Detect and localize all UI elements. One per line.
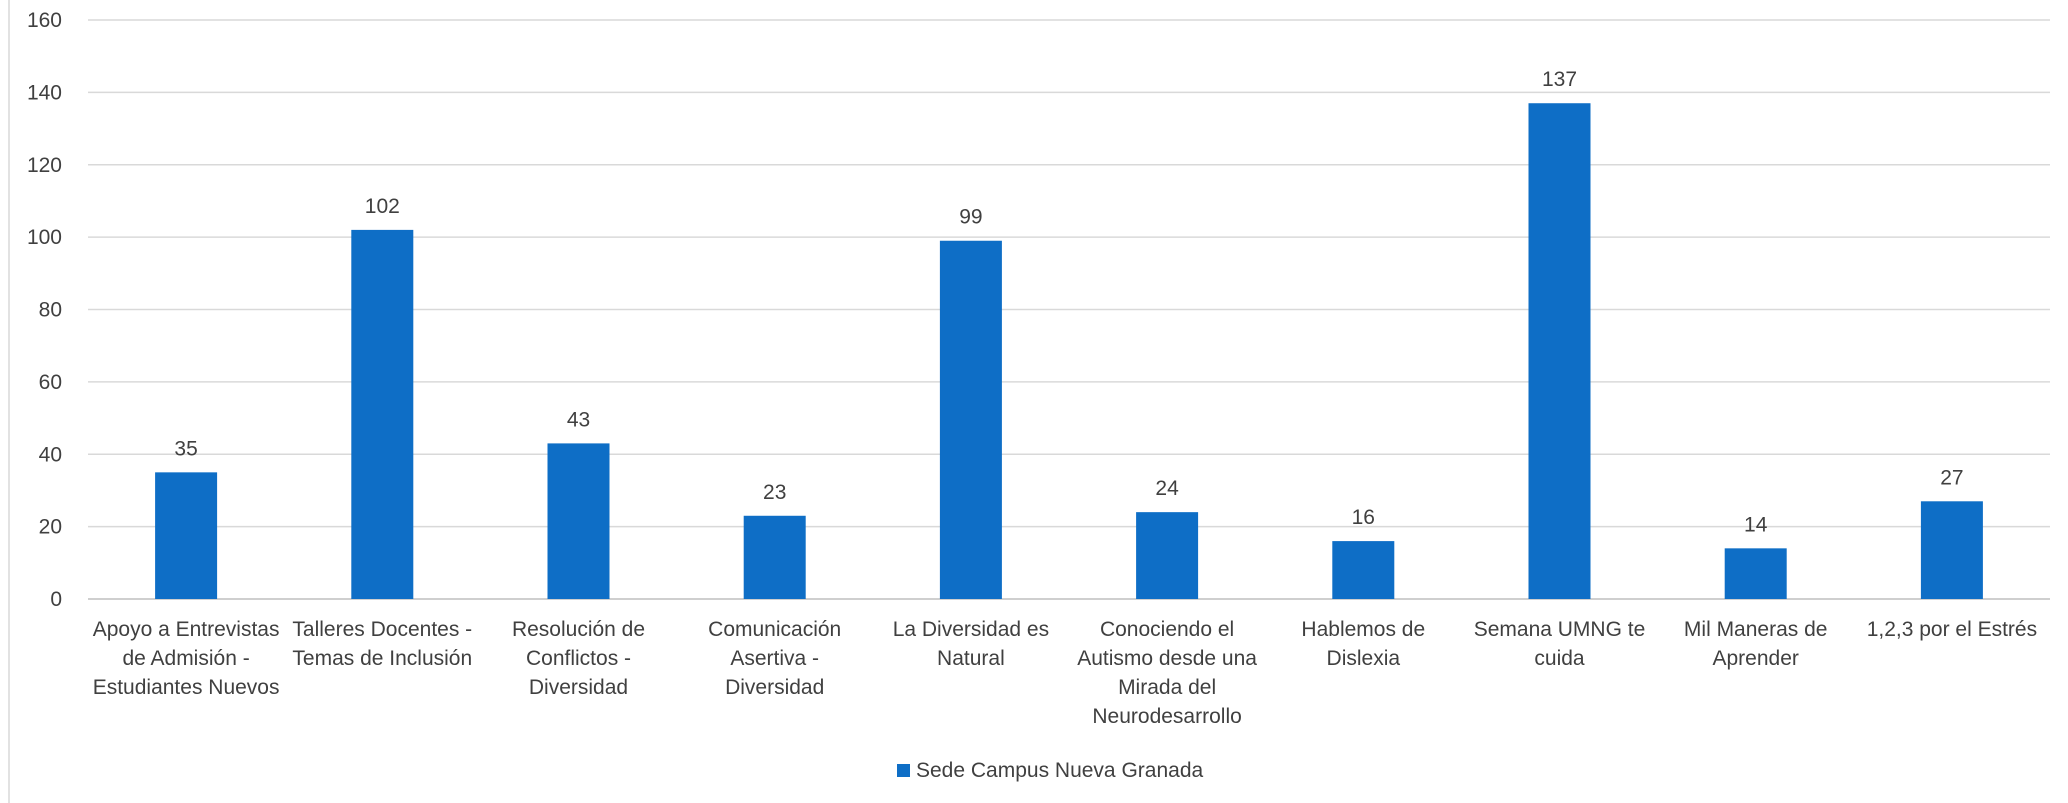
x-tick-label-line: 1,2,3 por el Estrés [1867, 618, 2037, 641]
x-tick-label-line: Talleres Docentes - [292, 618, 472, 641]
y-tick-label: 60 [39, 371, 62, 394]
y-tick-label: 160 [27, 9, 62, 32]
bar [1528, 103, 1591, 599]
y-tick-label: 0 [50, 588, 62, 611]
data-label: 23 [763, 481, 786, 504]
data-label: 43 [567, 408, 590, 431]
bar [1920, 501, 1983, 599]
x-tick-label-line: Temas de Inclusión [292, 647, 472, 670]
x-tick-label: 1,2,3 por el Estrés [1867, 618, 2037, 641]
x-tick-label-line: Neurodesarrollo [1092, 705, 1241, 728]
x-tick-label-line: cuida [1534, 647, 1585, 670]
x-tick-label-line: Comunicación [708, 618, 841, 641]
bars [155, 103, 1983, 599]
data-label: 27 [1940, 466, 1963, 489]
x-tick-label-line: Hablemos de [1301, 618, 1425, 641]
x-tick-label-line: Conflictos - [526, 647, 631, 670]
legend-swatch [897, 764, 910, 777]
data-label: 137 [1542, 68, 1577, 91]
y-tick-label: 140 [27, 81, 62, 104]
x-tick-label: Conociendo el Autismo desde una Mirada del… [1077, 618, 1257, 728]
x-tick-label-line: de Admisión - [122, 647, 249, 670]
y-tick-label: 120 [27, 154, 62, 177]
x-tick-label: Talleres Docentes - Temas de Inclusión [292, 618, 472, 670]
bar [547, 443, 610, 599]
x-tick-label-line: Dislexia [1327, 647, 1401, 670]
y-axis-tick-labels: 0 20 40 60 80 100 120 140 160 [27, 9, 62, 611]
x-tick-label: Apoyo a Entrevistas de Admisión - Estudian… [93, 618, 280, 699]
x-tick-label: Comunicación Asertiva - Diversidad [708, 618, 841, 699]
bar [1724, 548, 1787, 599]
y-tick-label: 40 [39, 443, 62, 466]
data-label: 35 [174, 437, 197, 460]
data-label: 14 [1744, 513, 1768, 536]
data-label: 16 [1352, 506, 1375, 529]
y-tick-label: 20 [39, 516, 62, 539]
x-tick-label: La Diversidad es Natural [893, 618, 1049, 670]
x-tick-label-line: Asertiva - [730, 647, 819, 670]
bar [1136, 512, 1199, 599]
x-tick-label-line: Mirada del [1118, 676, 1216, 699]
x-tick-label-line: Estudiantes Nuevos [93, 676, 280, 699]
x-tick-label-line: Diversidad [725, 676, 824, 699]
x-tick-label: Resolución de Conflictos - Diversidad [512, 618, 645, 699]
x-tick-label-line: Aprender [1713, 647, 1799, 670]
x-tick-label: Mil Maneras de Aprender [1684, 618, 1828, 670]
data-label: 99 [959, 206, 982, 229]
x-tick-label-line: Mil Maneras de [1684, 618, 1828, 641]
x-tick-label-line: Apoyo a Entrevistas [93, 618, 280, 641]
legend-label: Sede Campus Nueva Granada [916, 759, 1203, 782]
x-tick-label: Semana UMNG te cuida [1474, 618, 1646, 670]
bar [155, 472, 218, 599]
x-tick-label-line: Diversidad [529, 676, 628, 699]
x-tick-label-line: Autismo desde una [1077, 647, 1257, 670]
data-label: 24 [1155, 477, 1179, 500]
data-labels: 35 102 43 23 99 24 16 137 14 27 [174, 68, 1963, 536]
x-tick-label-line: La Diversidad es [893, 618, 1049, 641]
gridlines [88, 19, 2050, 600]
x-tick-label-line: Conociendo el [1100, 618, 1234, 641]
data-label: 102 [365, 195, 400, 218]
x-tick-label: Hablemos de Dislexia [1301, 618, 1425, 670]
legend: Sede Campus Nueva Granada [897, 759, 1203, 782]
bar [351, 229, 414, 599]
y-tick-label: 100 [27, 226, 62, 249]
y-tick-label: 80 [39, 299, 62, 322]
bar [1332, 541, 1395, 599]
x-tick-label-line: Resolución de [512, 618, 645, 641]
x-axis-category-labels: Apoyo a Entrevistas de Admisión - Estudian… [93, 618, 2037, 728]
x-tick-label-line: Semana UMNG te [1474, 618, 1646, 641]
bar [743, 515, 806, 599]
x-tick-label-line: Natural [937, 647, 1005, 670]
bar [939, 240, 1002, 599]
